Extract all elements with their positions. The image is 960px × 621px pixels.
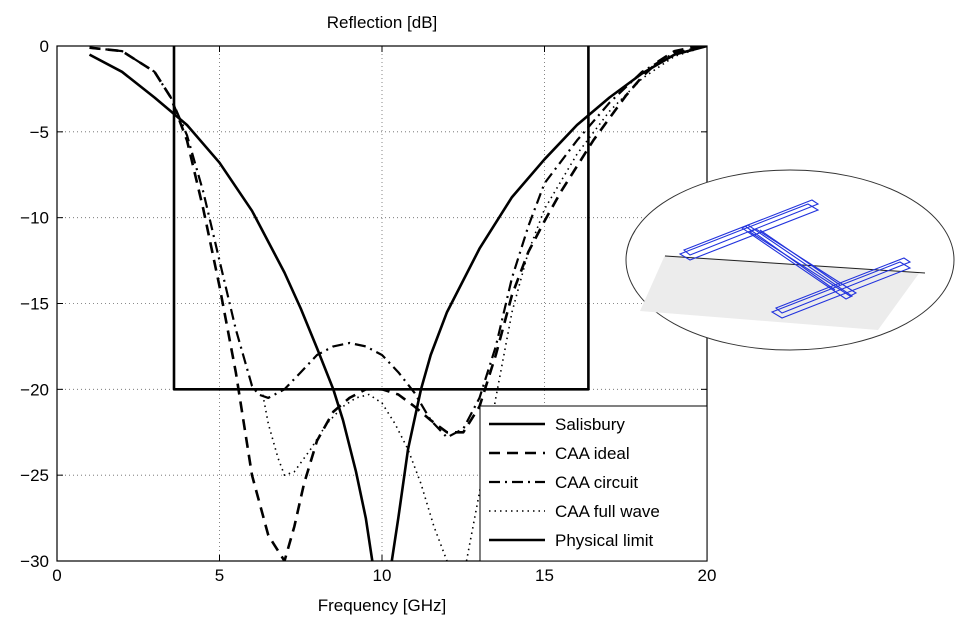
axis-ticks: 0 5 10 15 20 0 −5 −10 −15 −20 −25 −30 — [20, 37, 716, 585]
legend-label: CAA full wave — [555, 502, 660, 521]
y-tick-label: −15 — [20, 295, 49, 314]
x-tick-label: 20 — [698, 566, 717, 585]
inset-ground-plane — [640, 255, 920, 330]
y-tick-label: −30 — [20, 552, 49, 571]
legend-label: Salisbury — [555, 415, 625, 434]
y-tick-label: −10 — [20, 209, 49, 228]
y-tick-label: −25 — [20, 466, 49, 485]
series-salisbury — [88, 53, 374, 561]
legend-label: CAA circuit — [555, 473, 638, 492]
legend-label: CAA ideal — [555, 444, 630, 463]
x-tick-label: 10 — [373, 566, 392, 585]
legend-label: Physical limit — [555, 531, 654, 550]
series-caa-ideal — [89, 46, 707, 561]
series-physical-limit — [172, 46, 590, 391]
legend-box — [479, 405, 708, 562]
y-tick-label: −5 — [30, 123, 49, 142]
series-caa-circuit — [89, 46, 707, 439]
series-caa-full-wave — [261, 389, 449, 561]
chart-title: Reflection [dB] — [327, 13, 438, 32]
x-tick-label: 15 — [535, 566, 554, 585]
x-tick-label: 5 — [215, 566, 224, 585]
inset-h-structure — [678, 199, 912, 319]
legend: Salisbury CAA ideal CAA circuit CAA full wa… — [479, 405, 708, 562]
x-axis-label: Frequency [GHz] — [318, 596, 447, 615]
x-tick-label: 0 — [52, 566, 61, 585]
antenna-inset-illustration — [625, 169, 955, 351]
y-tick-label: −20 — [20, 380, 49, 399]
series-layer — [88, 46, 707, 561]
y-tick-label: 0 — [40, 37, 49, 56]
